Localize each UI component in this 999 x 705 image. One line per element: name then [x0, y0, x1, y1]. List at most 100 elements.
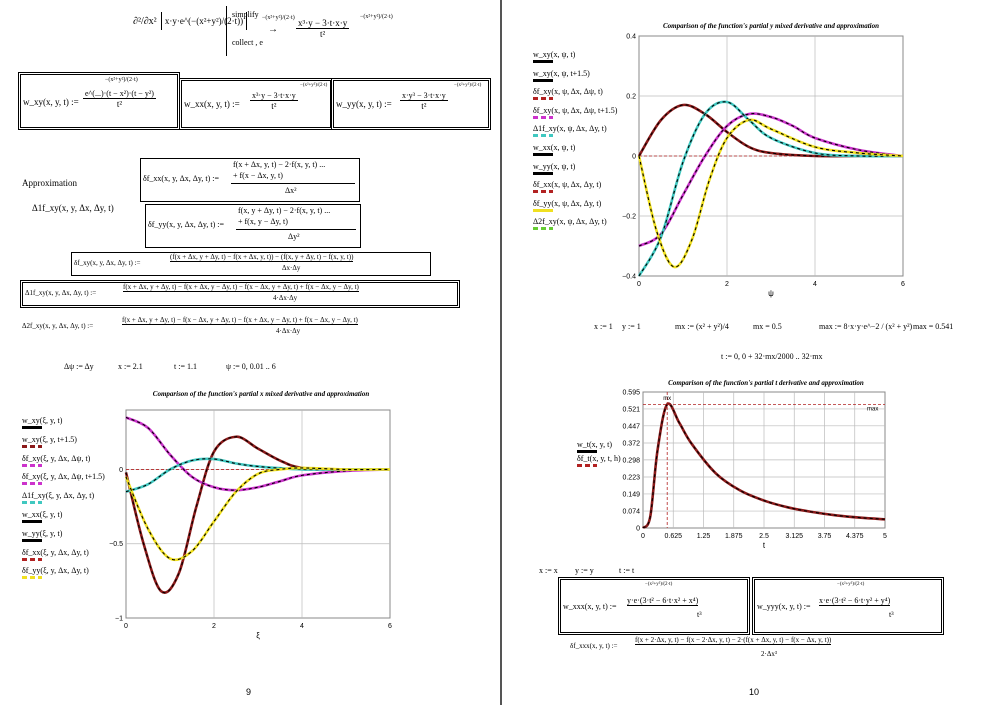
delta1-label: Δ1f_xy(x, y, Δx, Δy, t): [32, 203, 114, 213]
x-axis-label: ψ: [768, 289, 774, 298]
x-tick-label: 4.375: [846, 533, 864, 540]
def-wxy-den: t²: [116, 99, 123, 109]
param-psi: ψ := 0, 0.01 .. 6: [226, 362, 276, 371]
y-tick-label: −0.5: [109, 541, 123, 548]
def-wxxx-poly: ·(3·t² − 6·t·x² + x⁴): [637, 596, 699, 605]
result-denominator: t²: [320, 29, 326, 39]
legend-swatch: [533, 153, 553, 156]
arrow-icon: →: [268, 24, 278, 35]
plot-area: [125, 409, 391, 619]
legend-entry: w_yy(ξ, y, t): [22, 528, 63, 538]
x-axis-label: ξ: [256, 631, 260, 640]
x-tick-label: 2: [212, 623, 216, 630]
y-tick-label: 0.223: [622, 475, 640, 482]
chart2-legend: w_xy(x, ψ, t) w_xy(x, ψ, t+1.5) δf_xy(x, ψ…: [533, 50, 643, 240]
right-page: Comparison of the function's partial y m…: [503, 0, 999, 705]
x-tick-label: 5: [883, 533, 887, 540]
def-d2fxy-num: f(x + Δx, y + Δy, t) − f(x − Δx, y + Δy,…: [122, 316, 358, 325]
result-numerator: x³·y − 3·t·x·y: [296, 18, 350, 29]
approximation-label: Approximation: [22, 178, 77, 188]
page-divider: [500, 0, 502, 705]
legend-entry: Δ2f_xy(x, ψ, Δx, Δy, t): [533, 217, 607, 227]
y-tick-label: 0.2: [626, 94, 636, 101]
def-d2fxy: Δ2f_xy(x, y, Δx, Δy, t) := f(x + Δx, y +…: [22, 316, 462, 340]
def-wxy-lhs: w_xy(x, y, t) :=: [23, 97, 79, 107]
def-wxx-lhs: w_xx(x, y, t) :=: [184, 99, 240, 109]
def-dfyy-lhs: δf_yy(x, y, Δx, Δy, t) :=: [148, 220, 224, 229]
def-dfyy-num2: + f(x, y − Δy, t): [238, 217, 288, 226]
x-tick-label: 6: [901, 281, 905, 288]
legend-swatch: [22, 444, 42, 448]
max-annotation: max: [867, 406, 878, 412]
legend-entry: w_xy(x, ψ, t+1.5): [533, 68, 590, 78]
legend-entry: w_yy(x, ψ, t): [533, 161, 576, 171]
legend-entry: δf_xy(ξ, y, Δx, Δψ, t+1.5): [22, 472, 105, 482]
def-dfxy-box: δf_xy(x, y, Δx, Δy, t) := (f(x + Δx, y +…: [71, 252, 431, 276]
legend-swatch: [577, 450, 597, 453]
def-dfxy-den: Δx·Δy: [282, 264, 301, 272]
chart1-title: Comparison of the function's partial x m…: [152, 390, 370, 398]
chart-x-mixed: 0 2 4 6 0 −0.5 −1 ξ: [109, 409, 392, 640]
legend-swatch: [533, 60, 553, 63]
def-wxxx-box: w_xxx(x, y, t) := −(x²+y²)/(2·t) y·e·(3·…: [560, 579, 748, 633]
x-tick-label: 0: [637, 281, 641, 288]
def-wyy-box: w_yy(x, y, t) := x·y³ − 3·t·x·y t² −(x²+y…: [333, 80, 489, 128]
def-dfxxx-den: 2·Δx³: [761, 650, 777, 658]
param-mx-def: mx := (x² + y²)/4: [675, 322, 729, 331]
left-page: ∂²/∂x² x·y·e^(−(x²+y²)/(2·t)) simplify c…: [20, 6, 489, 697]
def-dfxx-lhs: δf_xx(x, y, Δx, Δy, t) :=: [143, 174, 219, 183]
def-dfxy-num: (f(x + Δx, y + Δy, t) − f(x + Δx, y, t))…: [170, 253, 354, 262]
series-approx-overlay: [642, 403, 886, 529]
def-d1fxy-den: 4·Δx·Δy: [273, 294, 298, 302]
legend-entry: Δ1f_xy(x, ψ, Δx, Δy, t): [533, 124, 607, 134]
reset-y: y := y: [575, 566, 594, 575]
legend-entry: δf_xx(x, ψ, Δx, Δy, t): [533, 180, 602, 190]
legend-swatch: [22, 463, 42, 467]
y-tick-label: 0.149: [622, 491, 640, 498]
series-approx-overlay: [638, 113, 904, 247]
def-dfyy-box: δf_yy(x, y, Δx, Δy, t) := f(x, y + Δy, t…: [145, 204, 361, 248]
def-wyyy-poly: ·(3·t² − 6·t·y² + y⁴): [829, 596, 891, 605]
legend-swatch: [533, 115, 553, 119]
def-wxxx-exp: −(x²+y²)/(2·t): [645, 582, 673, 587]
y-tick-label: 0.4: [626, 34, 636, 41]
legend-swatch: [22, 520, 42, 523]
x-axis-label: t: [763, 541, 766, 550]
def-dfxx-den: Δx²: [285, 186, 297, 195]
collect-keyword: collect , e: [232, 38, 263, 47]
def-wxx-den: t²: [271, 101, 277, 111]
param-y1: y := 1: [622, 322, 641, 331]
legend-entry: w_xx(x, ψ, t): [533, 143, 576, 152]
x-tick-label: 0: [641, 533, 645, 540]
y-tick-label: 0: [636, 526, 640, 533]
y-tick-label: 0.521: [622, 406, 640, 413]
def-dfxxx-num: f(x + 2·Δx, y, t) − f(x − 2·Δx, y, t) − …: [635, 636, 832, 645]
legend-swatch: [22, 538, 42, 542]
page-number-right: 10: [749, 687, 760, 697]
x-tick-label: 6: [388, 623, 392, 630]
legend-entry: w_xx(ξ, y, t): [22, 510, 63, 519]
derivative-operator: ∂²/∂x²: [133, 16, 157, 27]
legend-swatch: [533, 208, 553, 212]
derivative-integrand: x·y·e^(−(x²+y²)/(2·t)): [160, 12, 248, 30]
def-d1fxy-num: f(x + Δx, y + Δy, t) − f(x + Δx, y − Δy,…: [123, 283, 359, 292]
y-tick-label: 0.298: [622, 457, 640, 464]
chart1-legend: w_xy(ξ, y, t) w_xy(ξ, y, t+1.5) δf_xy(ξ, y…: [22, 416, 132, 586]
def-dfxx-num1: f(x + Δx, y, t) − 2·f(x, y, t) ...: [233, 160, 326, 169]
param-dpsi: Δψ := Δy: [64, 362, 94, 371]
legend-swatch: [533, 134, 553, 138]
param-x: x := 2.1: [118, 362, 143, 371]
param-max-val: max = 0.541: [913, 322, 954, 331]
y-tick-label: −0.4: [622, 274, 636, 281]
collect-exponent: −(x²+y²)/(2·t): [262, 15, 295, 21]
legend-swatch: [577, 464, 597, 467]
mx-annotation: mx: [663, 396, 671, 402]
series-approx-overlay: [125, 467, 391, 561]
legend-swatch: [533, 227, 553, 231]
def-d1fxy-lhs: Δ1f_xy(x, y, Δx, Δy, t) :=: [25, 289, 97, 297]
param-x1: x := 1: [594, 322, 613, 331]
x-tick-label: 4: [300, 623, 304, 630]
def-d2fxy-den: 4·Δx·Δy: [276, 327, 301, 335]
def-dfxy-lhs: δf_xy(x, y, Δx, Δy, t) :=: [74, 259, 141, 267]
legend-entry: w_xy(ξ, y, t): [22, 416, 63, 425]
